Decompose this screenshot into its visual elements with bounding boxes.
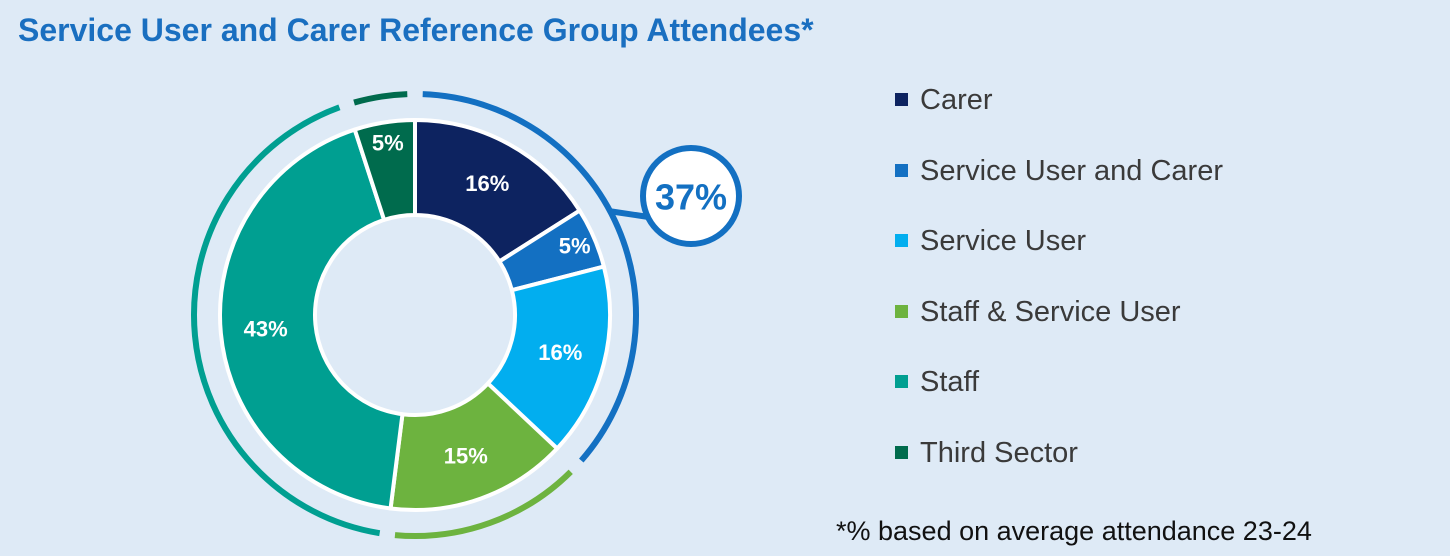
outer-arc-third-sector xyxy=(353,91,408,106)
legend-label: Carer xyxy=(920,84,993,116)
outer-arc-group xyxy=(422,91,639,463)
legend-label: Service User xyxy=(920,225,1086,257)
legend-swatch xyxy=(895,234,908,247)
chart-title: Service User and Carer Reference Group A… xyxy=(18,12,814,48)
legend-swatch xyxy=(895,93,908,106)
legend-item-staff: Staff xyxy=(895,364,1223,435)
legend-label: Staff xyxy=(920,366,980,398)
slice-labels: 16% 5% 16% 15% 43% 5% xyxy=(244,131,591,469)
outer-arc-staff xyxy=(191,104,381,537)
legend-item-service-user-and-carer: Service User and Carer xyxy=(895,153,1223,224)
legend-item-third-sector: Third Sector xyxy=(895,435,1223,506)
legend-swatch xyxy=(895,304,908,318)
slice-staff xyxy=(218,127,405,511)
slice-label-staff-service-user: 15% xyxy=(444,444,488,469)
slice-label-staff: 43% xyxy=(244,317,288,342)
outer-arc-staff-service-user xyxy=(394,469,573,539)
legend-label: Third Sector xyxy=(920,436,1078,469)
legend-item-staff-service-user: Staff & Service User xyxy=(895,294,1223,365)
callout-label: 37% xyxy=(655,177,727,218)
legend-swatch xyxy=(895,163,908,177)
slice-label-carer: 16% xyxy=(465,171,509,196)
slice-label-service-user: 16% xyxy=(538,340,582,365)
outer-ring-arcs xyxy=(191,91,639,539)
group-callout: 37% xyxy=(609,145,742,247)
legend-label: Staff & Service User xyxy=(920,295,1181,328)
legend-swatch xyxy=(895,375,908,388)
slice-third-sector xyxy=(352,118,417,222)
footnote: *% based on average attendance 23-24 xyxy=(836,516,1312,546)
legend-item-service-user: Service User xyxy=(895,223,1223,294)
donut-slices xyxy=(218,118,612,512)
slice-label-service-user-and-carer: 5% xyxy=(559,233,591,258)
legend-swatch xyxy=(895,445,908,459)
callout-bubble xyxy=(640,145,742,247)
legend-label: Service User and Carer xyxy=(920,154,1223,187)
legend: Carer Service User and Carer Service User S… xyxy=(895,82,1223,505)
legend-item-carer: Carer xyxy=(895,82,1223,153)
slice-label-third-sector: 5% xyxy=(372,131,404,156)
